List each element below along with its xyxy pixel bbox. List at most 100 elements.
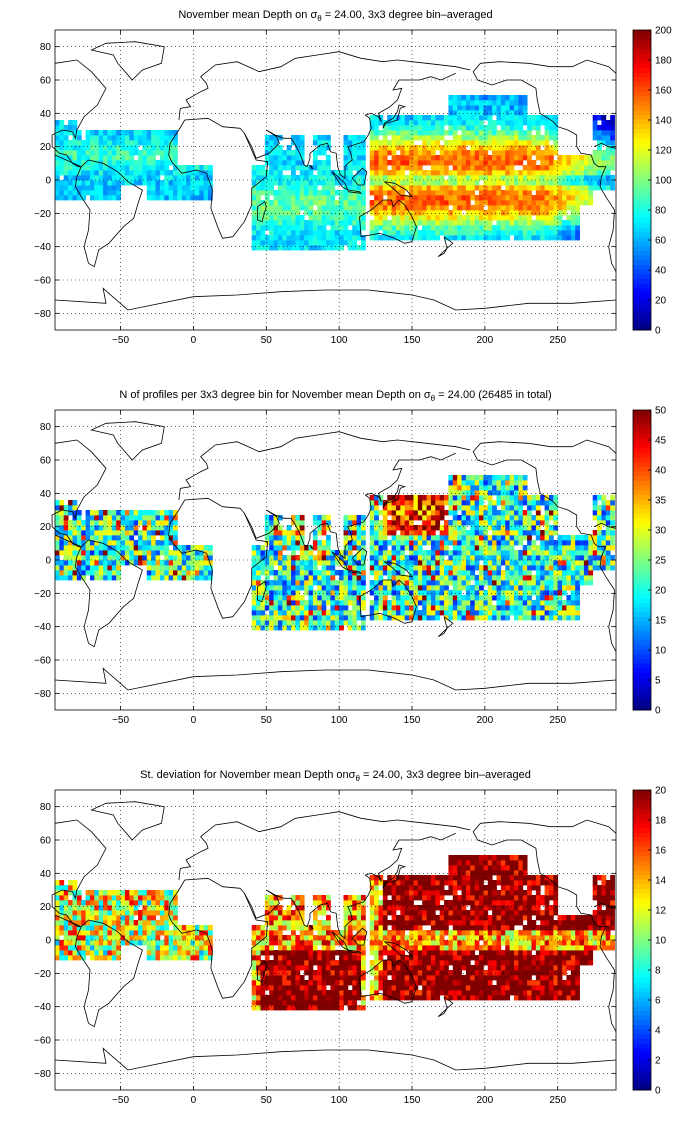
heatmap-cell	[570, 585, 576, 591]
heatmap-cell	[439, 145, 445, 151]
heatmap-cell	[592, 565, 598, 571]
heatmap-cell	[59, 880, 65, 886]
heatmap-cell	[588, 570, 594, 576]
heatmap-cell	[98, 925, 104, 931]
heatmap-cell	[583, 195, 589, 201]
heatmap-cell	[439, 155, 445, 161]
heatmap-cell	[321, 625, 327, 631]
heatmap-cell	[505, 535, 511, 541]
heatmap-cell	[544, 530, 550, 536]
heatmap-cell	[444, 550, 449, 556]
heatmap-cell	[544, 120, 550, 126]
heatmap-cell	[356, 180, 362, 186]
heatmap-cell	[391, 130, 397, 136]
heatmap-cell	[457, 100, 462, 106]
heatmap-cell	[435, 200, 441, 206]
heatmap-cell	[610, 555, 615, 561]
heatmap-cell	[85, 945, 91, 951]
heatmap-cell	[107, 155, 113, 161]
heatmap-cell	[518, 475, 524, 481]
heatmap-cell	[461, 205, 467, 211]
heatmap-cell	[457, 115, 462, 121]
heatmap-cell	[146, 550, 152, 556]
heatmap-cell	[264, 190, 270, 196]
heatmap-cell	[430, 550, 436, 556]
heatmap-cell	[269, 520, 274, 526]
heatmap-cell	[487, 130, 493, 136]
heatmap-cell	[129, 150, 135, 156]
heatmap-cell	[439, 190, 445, 196]
heatmap-cell	[138, 530, 143, 536]
heatmap-cell	[470, 500, 476, 506]
heatmap-cell	[531, 525, 537, 531]
heatmap-cell	[151, 555, 156, 561]
heatmap-cell	[382, 175, 388, 181]
heatmap-cell	[540, 590, 545, 596]
heatmap-cell	[304, 240, 309, 246]
heatmap-cell	[391, 560, 397, 566]
heatmap-cell	[395, 170, 401, 176]
heatmap-cell	[116, 190, 121, 196]
heatmap-cell	[264, 580, 270, 586]
heatmap-cell	[514, 175, 519, 181]
heatmap-cell	[343, 570, 349, 576]
heatmap-cell	[522, 115, 528, 121]
heatmap-cell	[89, 955, 95, 961]
heatmap-cell	[479, 590, 484, 596]
heatmap-cell	[352, 585, 358, 591]
y-tick-label: 60	[40, 76, 52, 87]
heatmap-cell	[291, 175, 296, 181]
heatmap-cell	[343, 225, 349, 231]
heatmap-cell	[601, 545, 607, 551]
heatmap-cell	[457, 185, 462, 191]
heatmap-cell	[588, 540, 594, 546]
heatmap-cell	[85, 150, 91, 156]
heatmap-cell	[387, 205, 392, 211]
heatmap-cell	[605, 540, 611, 546]
heatmap-cell	[264, 140, 270, 146]
heatmap-cell	[89, 575, 95, 581]
heatmap-cell	[391, 145, 397, 151]
heatmap-cell	[474, 230, 480, 236]
heatmap-cell	[76, 920, 82, 926]
heatmap-cell	[522, 575, 528, 581]
heatmap-cell	[168, 180, 174, 186]
heatmap-cell	[404, 585, 410, 591]
heatmap-cell	[251, 615, 257, 621]
heatmap-cell	[413, 215, 419, 221]
heatmap-cell	[286, 590, 292, 596]
heatmap-cell	[496, 595, 502, 601]
heatmap-cell	[597, 560, 602, 566]
heatmap-cell	[413, 555, 419, 561]
heatmap-cell	[94, 195, 100, 201]
heatmap-cell	[601, 135, 607, 141]
heatmap-cell	[164, 175, 170, 181]
heatmap-cell	[291, 210, 296, 216]
heatmap-cell	[470, 525, 476, 531]
heatmap-cell	[570, 155, 576, 161]
heatmap-cell	[260, 555, 266, 561]
heatmap-cell	[107, 195, 113, 201]
heatmap-cell	[59, 920, 65, 926]
colorbar-segment	[633, 48, 651, 54]
heatmap-cell	[76, 895, 82, 901]
heatmap-cell	[142, 145, 148, 151]
heatmap-cell	[409, 500, 414, 506]
heatmap-cell	[382, 600, 388, 606]
heatmap-cell	[291, 235, 296, 241]
heatmap-cell	[378, 560, 384, 566]
heatmap-cell	[81, 945, 86, 951]
heatmap-cell	[422, 550, 427, 556]
heatmap-cell	[321, 150, 327, 156]
heatmap-cell	[326, 170, 331, 176]
heatmap-cell	[146, 510, 152, 516]
heatmap-cell	[277, 570, 283, 576]
heatmap-cell	[518, 480, 524, 486]
heatmap-cell	[334, 570, 340, 576]
heatmap-cell	[168, 515, 174, 521]
heatmap-cell	[312, 600, 318, 606]
heatmap-cell	[492, 215, 497, 221]
heatmap-cell	[465, 615, 471, 621]
heatmap-cell	[435, 190, 441, 196]
heatmap-cell	[347, 245, 353, 251]
